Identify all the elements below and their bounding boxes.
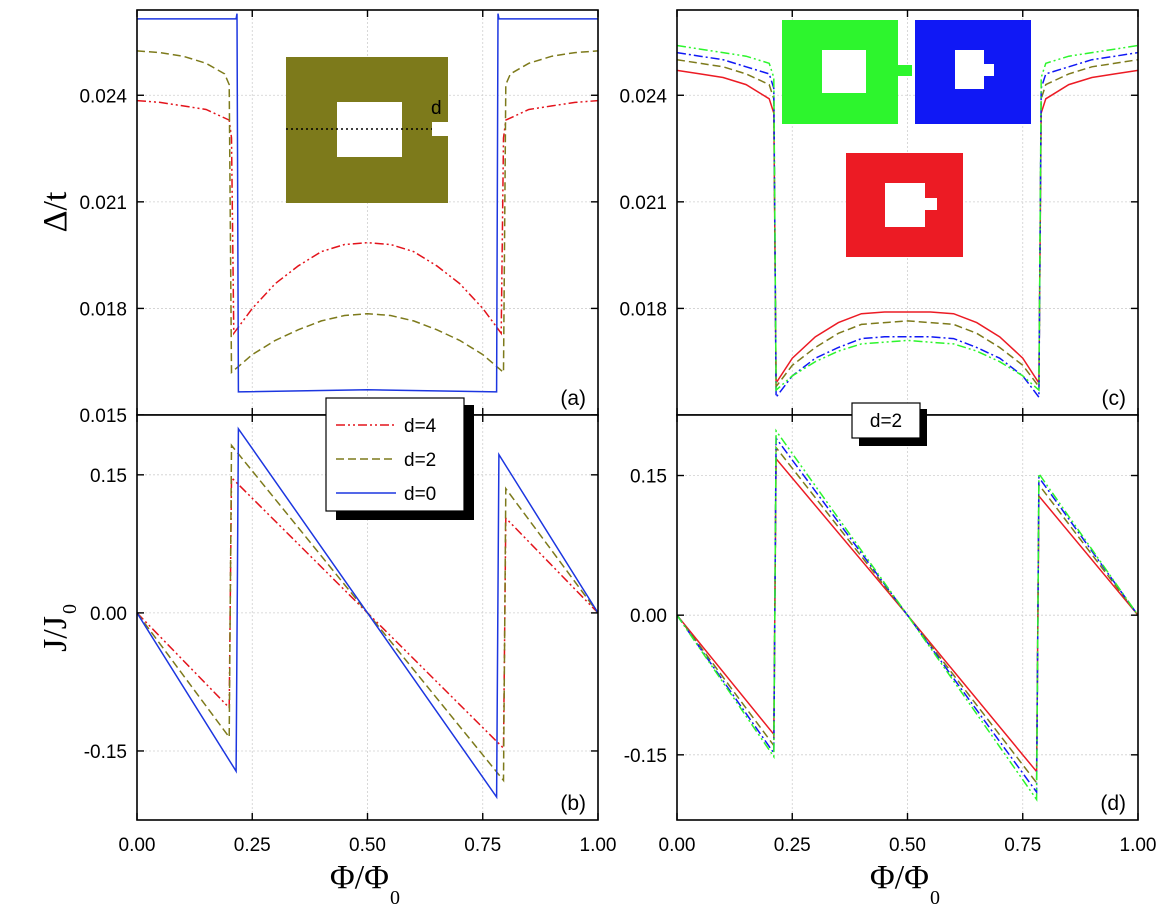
inset-red-loop — [846, 153, 963, 257]
xtick-label: 0.25 — [234, 835, 271, 856]
legend-d-label: d=2 — [870, 411, 902, 432]
ytick-label: 0.021 — [79, 193, 127, 214]
xtick-label: 0.50 — [889, 835, 926, 856]
legend-label: d=2 — [404, 450, 436, 471]
legend-label: d=4 — [404, 416, 437, 437]
svg-text:J/J: J/J — [37, 616, 74, 652]
ytick-label: 0.015 — [79, 406, 127, 427]
series-line-d0 — [136, 426, 599, 800]
ytick-label: 0.018 — [79, 299, 127, 320]
svg-text:0: 0 — [59, 604, 81, 614]
legend-b: d=4 d=2 d=0 — [325, 397, 474, 520]
xlabel-right: Φ/Φ 0 — [870, 859, 940, 909]
panel-label: (c) — [1102, 387, 1127, 410]
xtick-label: 0.00 — [119, 835, 156, 856]
svg-text:0: 0 — [930, 887, 940, 909]
inset-loops-c — [782, 20, 1031, 257]
inset-d-label: d — [431, 98, 442, 119]
series-line-d0 — [137, 13, 598, 393]
xtick-label: 0.50 — [349, 835, 386, 856]
legend-d: d=2 — [851, 402, 927, 446]
svg-text:Φ/Φ: Φ/Φ — [330, 859, 389, 896]
ytick-label: 0.00 — [630, 606, 667, 627]
ytick-label: 0.15 — [630, 467, 667, 488]
inset-green-loop — [782, 20, 912, 124]
ytick-label: 0.15 — [90, 466, 127, 487]
series-line-s3 — [676, 428, 1139, 802]
svg-text:0: 0 — [390, 887, 400, 909]
inset-loop-a: d — [286, 57, 450, 203]
series-line-s3 — [676, 44, 1139, 392]
panel-label: (a) — [560, 387, 586, 410]
panel-label: (b) — [560, 792, 586, 815]
ytick-label: -0.15 — [624, 746, 667, 767]
ytick-label: 0.024 — [619, 86, 667, 107]
series-line-s2 — [676, 436, 1139, 795]
xtick-label: 0.25 — [774, 835, 811, 856]
legend-label: d=0 — [404, 484, 436, 505]
panel-d: -0.15 0.00 0.15 0.00 0.25 0.50 0.75 1.00 (d) — [624, 414, 1157, 856]
xtick-label: 1.00 — [580, 835, 617, 856]
ytick-label: 0.018 — [619, 299, 667, 320]
series-line-s0 — [676, 69, 1139, 386]
panel-label: (d) — [1100, 792, 1126, 815]
ylabel-current: J/J 0 — [37, 604, 81, 652]
xlabel-left: Φ/Φ 0 — [330, 859, 400, 909]
ytick-label: 0.00 — [90, 604, 127, 625]
xtick-label: 0.75 — [464, 835, 501, 856]
ytick-label: -0.15 — [84, 742, 127, 763]
svg-text:Φ/Φ: Φ/Φ — [870, 859, 929, 896]
xtick-label: 0.00 — [659, 835, 696, 856]
ylabel-delta: Δ/t — [37, 191, 74, 232]
series-line-s1 — [676, 58, 1139, 389]
ytick-label: 0.024 — [79, 86, 127, 107]
ytick-label: 0.021 — [619, 193, 667, 214]
inset-blue-loop — [915, 20, 1031, 124]
xtick-label: 1.00 — [1120, 835, 1157, 856]
series-line-d2 — [136, 50, 599, 375]
xtick-label: 0.75 — [1004, 835, 1041, 856]
